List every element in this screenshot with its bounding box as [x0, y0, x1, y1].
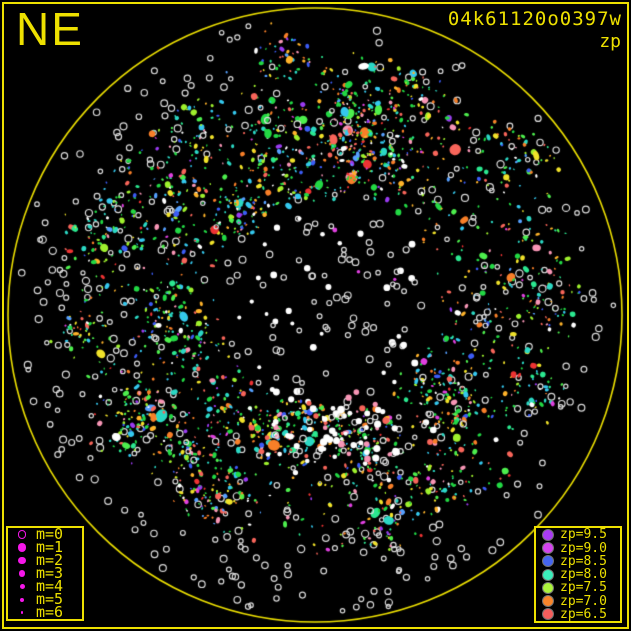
m-legend-label: m=3 [36, 564, 64, 582]
legend-row: zp=9.0 [536, 542, 620, 555]
color-swatch-icon [543, 556, 553, 567]
zeropoint-color-legend: zp=9.5 zp=9.0 zp=8.5 zp=8.0 zp=7.5 zp=7.0 zp=6… [534, 526, 622, 623]
legend-row: m=6 [8, 603, 82, 621]
zp-legend-label: zp=8.0 [560, 567, 607, 582]
m-legend-label: m=4 [36, 577, 64, 595]
color-swatch-icon [543, 569, 553, 580]
zp-legend-label: zp=9.0 [560, 540, 607, 556]
zp-legend-label: zp=7.5 [560, 580, 607, 596]
filled-circle-icon [17, 543, 27, 552]
color-swatch-icon [543, 609, 553, 620]
color-swatch-icon [543, 543, 553, 553]
legend-row: m=5 [8, 590, 82, 608]
color-swatch-icon [543, 529, 553, 540]
filled-circle-icon [20, 611, 24, 614]
legend-row: m=3 [8, 564, 82, 582]
magnitude-size-legend: m=0 m=1 m=2 m=3 m=4 m=5 m=6 [6, 526, 84, 621]
filled-circle-icon [18, 556, 26, 565]
legend-row: m=2 [8, 551, 82, 569]
filled-circle-icon [20, 597, 24, 602]
legend-row: m=4 [8, 577, 82, 595]
legend-row: m=1 [8, 538, 82, 556]
m-legend-label: m=0 [36, 525, 64, 543]
legend-row: zp=6.5 [536, 608, 620, 621]
color-swatch-icon [543, 582, 553, 593]
color-variable-label: zp [599, 31, 621, 52]
color-swatch-icon [543, 596, 553, 606]
legend-row: zp=7.5 [536, 581, 620, 594]
legend-row: zp=9.5 [536, 528, 620, 541]
zp-legend-label: zp=7.0 [560, 593, 607, 609]
filled-circle-icon [18, 570, 26, 577]
zp-legend-label: zp=9.5 [560, 527, 607, 543]
legend-row: zp=8.5 [536, 555, 620, 568]
m-legend-label: m=1 [36, 538, 64, 556]
orientation-label: NE [16, 3, 84, 55]
m-legend-label: m=5 [36, 590, 64, 608]
filled-circle-icon [19, 584, 25, 589]
plot-title: 04k61120o0397w [447, 8, 622, 30]
legend-row: zp=7.0 [536, 595, 620, 608]
m-legend-label: m=2 [36, 551, 64, 569]
legend-row: zp=8.0 [536, 568, 620, 581]
zp-legend-label: zp=6.5 [560, 606, 607, 622]
open-circle-icon [17, 530, 27, 539]
legend-row: m=0 [8, 525, 82, 543]
m-legend-label: m=6 [36, 603, 64, 621]
zp-legend-label: zp=8.5 [560, 553, 607, 569]
